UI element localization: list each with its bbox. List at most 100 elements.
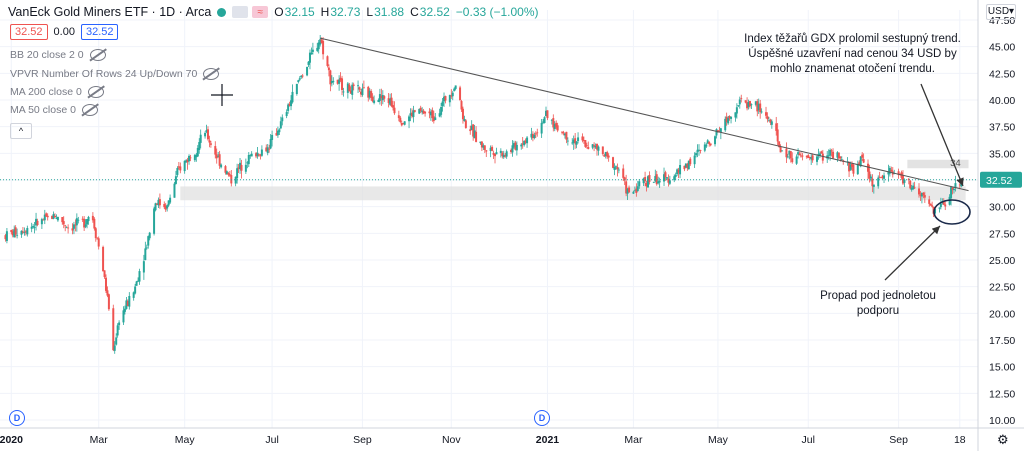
candle-body (848, 162, 851, 172)
candle-body (308, 52, 311, 63)
candle-body (281, 117, 284, 122)
candle-body (635, 188, 638, 193)
candle-body (697, 149, 700, 151)
candle-body (236, 168, 239, 179)
candle-body (523, 140, 526, 146)
candle-body (668, 180, 671, 184)
candle-body (327, 67, 330, 71)
candle-body (888, 167, 891, 174)
hidden-eye-icon[interactable] (87, 86, 104, 98)
hidden-eye-icon[interactable] (89, 49, 106, 61)
currency-select[interactable]: USD▾ (986, 4, 1016, 20)
candle-body (628, 187, 631, 193)
candle-body (727, 118, 730, 124)
candle-body (939, 203, 942, 208)
open-key: O (274, 5, 284, 19)
candle-body (138, 271, 141, 282)
hidden-eye-icon[interactable] (81, 104, 98, 116)
gear-icon[interactable]: ⚙ (997, 432, 1009, 447)
candle-body (928, 199, 931, 204)
indicator-ma200[interactable]: MA 200 close 0 (10, 86, 104, 98)
candle-body (919, 194, 922, 196)
x-tick-label: Mar (624, 434, 643, 446)
candle-body (613, 167, 616, 170)
last-price-badge (980, 171, 1022, 188)
candle-body (220, 164, 223, 168)
dividend-marker-icon[interactable]: D (534, 410, 550, 426)
y-tick-label: 25.00 (989, 255, 1015, 267)
candle-body (87, 216, 90, 222)
candle-body (781, 150, 784, 152)
candle-body (696, 149, 699, 152)
candle-body (565, 131, 568, 140)
candle-body (910, 187, 913, 190)
candle-body (441, 101, 444, 106)
candle-body (46, 215, 49, 218)
dividend-marker-icon[interactable]: D (9, 410, 25, 426)
candle-body (166, 205, 169, 209)
candle-body (195, 154, 198, 158)
candle-body (424, 111, 427, 114)
candle-body (601, 146, 604, 155)
candle-body (167, 200, 170, 206)
symbol-title[interactable]: VanEck Gold Miners ETF · 1D · Arca (8, 5, 212, 19)
candle-body (392, 105, 395, 108)
candle-body (410, 112, 413, 117)
candle-body (177, 166, 180, 168)
candle-body (744, 100, 747, 103)
candle-body (443, 96, 446, 102)
candle-body (791, 158, 794, 163)
candle-body (4, 235, 7, 240)
compare-wave-icon[interactable]: ≈ (252, 6, 269, 18)
candle-body (389, 98, 392, 105)
ask-button[interactable]: 32.52 (80, 24, 119, 40)
collapse-indicators-button[interactable]: ^ (10, 123, 32, 139)
y-tick-label: 10.00 (989, 415, 1015, 427)
candle-body (952, 189, 955, 191)
candle-body (287, 104, 290, 111)
indicator-bb[interactable]: BB 20 close 2 0 (10, 49, 106, 61)
candle-body (259, 154, 262, 156)
candle-body (239, 162, 242, 170)
candle-body (269, 138, 272, 149)
indicator-vpvr[interactable]: VPVR Number Of Rows 24 Up/Down 70 (10, 68, 220, 80)
candle-body (256, 152, 259, 157)
candle-body (543, 117, 546, 124)
candle-body (383, 96, 386, 99)
candle-body (795, 156, 798, 164)
candle-body (240, 164, 243, 171)
candle-body (357, 85, 360, 87)
visibility-toggle-icon[interactable] (232, 6, 249, 18)
candle-body (501, 152, 504, 157)
candle-body (737, 105, 740, 107)
indicator-vpvr-label: VPVR Number Of Rows 24 Up/Down 70 (10, 68, 198, 80)
candle-body (310, 52, 313, 55)
candle-body (593, 144, 596, 146)
hidden-eye-icon[interactable] (203, 68, 220, 80)
candle-body (349, 90, 352, 94)
candle-body (797, 152, 800, 155)
candle-body (534, 133, 537, 135)
low-value: 31.88 (374, 5, 405, 19)
candle-body (934, 209, 937, 214)
candle-body (766, 116, 769, 120)
candle-body (288, 103, 291, 106)
candle-body (798, 153, 801, 156)
candle-body (198, 142, 201, 150)
candle-body (686, 163, 689, 169)
candle-body (747, 102, 750, 107)
candle-body (217, 156, 220, 158)
candle-body (830, 150, 833, 152)
candle-body (428, 111, 431, 114)
bid-button[interactable]: 32.52 (10, 24, 48, 40)
candle-body (291, 91, 294, 103)
indicator-ma50[interactable]: MA 50 close 0 (10, 104, 98, 116)
candle-body (511, 145, 514, 153)
candle-body (72, 224, 75, 229)
candle-body (358, 87, 361, 90)
candle-body (163, 204, 166, 208)
candle-body (530, 133, 533, 138)
candle-body (505, 151, 508, 157)
